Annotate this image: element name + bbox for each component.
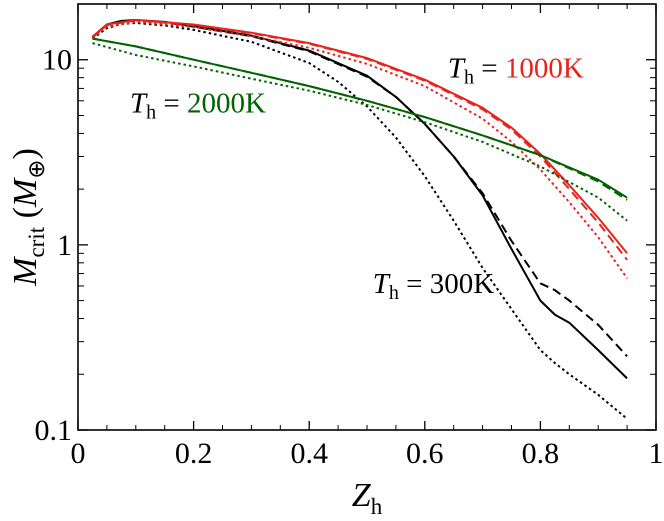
annotation-equals: = 300K <box>399 268 494 300</box>
annotation-equals: = <box>474 53 505 85</box>
series-line-2000k-dashed <box>92 37 628 201</box>
series-line-1000k-dashed <box>91 19 628 261</box>
y-axis-title-unit-close: ) <box>7 148 44 159</box>
series-annotation-t1000: Th = 1000K <box>448 53 584 89</box>
annotation-subscript: h <box>464 67 474 89</box>
y-tick-label: 10 <box>42 44 72 77</box>
y-axis-title-unit-symbol: M <box>7 177 44 208</box>
y-tick-label: 1 <box>57 229 72 262</box>
x-tick-label: 0.8 <box>522 437 560 470</box>
annotation-symbol: T <box>373 268 391 300</box>
annotation-value: 2000K <box>187 87 266 119</box>
y-axis-title-unit-subscript: ⊕ <box>24 159 49 178</box>
annotation-symbol: T <box>448 53 466 85</box>
x-tick-label: 0.4 <box>290 437 328 470</box>
annotation-equals: = <box>156 87 187 119</box>
y-axis-title: Mcrit (M⊕) <box>7 148 49 287</box>
series-layer <box>91 19 628 420</box>
x-tick-label: 0 <box>71 437 86 470</box>
ticks-layer <box>77 3 657 431</box>
annotation-subscript: h <box>146 101 156 123</box>
annotation-subscript: h <box>389 282 399 304</box>
series-line-1000k-dotted <box>91 20 628 279</box>
annotation-value: 1000K <box>505 53 584 85</box>
x-tick-label: 0.6 <box>406 437 444 470</box>
x-tick-label: 0.2 <box>175 437 213 470</box>
series-annotation-t2000: Th = 2000K <box>130 87 266 123</box>
x-tick-label: 1 <box>649 437 664 470</box>
x-axis-title-subscript: h <box>371 494 383 519</box>
y-axis-title-subscript: crit <box>24 226 49 257</box>
series-annotation-t300: Th = 300K <box>373 268 494 304</box>
annotation-symbol: T <box>130 87 148 119</box>
series-line-300k-dotted <box>91 22 628 420</box>
y-tick-label: 0.1 <box>35 414 73 447</box>
series-line-2000k-dotted <box>92 42 628 222</box>
y-axis-title-unit-open: ( <box>7 207 44 227</box>
